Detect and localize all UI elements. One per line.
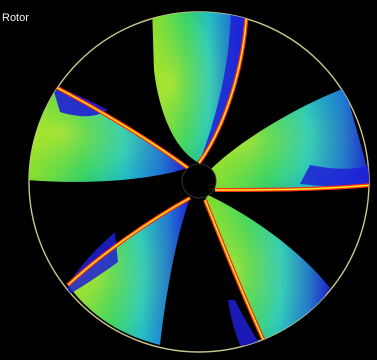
rotor-hub (181, 163, 217, 199)
rotor-blade-1 (152, 12, 249, 165)
rotor-blade-5 (29, 83, 190, 182)
rotor-blade-4 (66, 196, 191, 345)
rotor-blade-2 (210, 88, 369, 192)
rotor-blade-3 (203, 195, 330, 351)
view-title: Rotor (2, 12, 29, 24)
